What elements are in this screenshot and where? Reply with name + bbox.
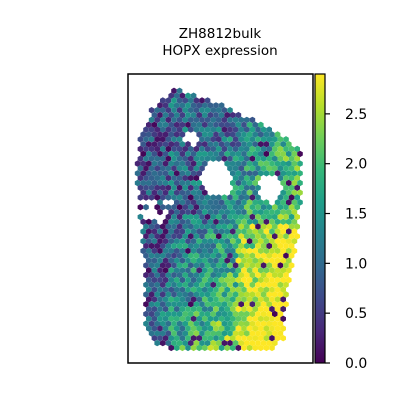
- spot: [143, 204, 149, 210]
- colorbar-tick-label: 0.5: [345, 306, 367, 322]
- colorbar-tick-label: 2.5: [345, 107, 367, 123]
- colorbar-tick-label: 0.0: [345, 356, 367, 372]
- colorbar-tick-label: 1.0: [345, 256, 367, 272]
- colorbar: [315, 74, 325, 363]
- colorbar-tick-label: 1.5: [345, 207, 367, 223]
- colorbar-ticks: 0.0 0.5 1.0 1.5 2.0 2.5: [325, 107, 367, 372]
- spot: [138, 204, 144, 210]
- colorbar-tick-label: 2.0: [345, 157, 367, 173]
- spot-layer: [135, 88, 303, 352]
